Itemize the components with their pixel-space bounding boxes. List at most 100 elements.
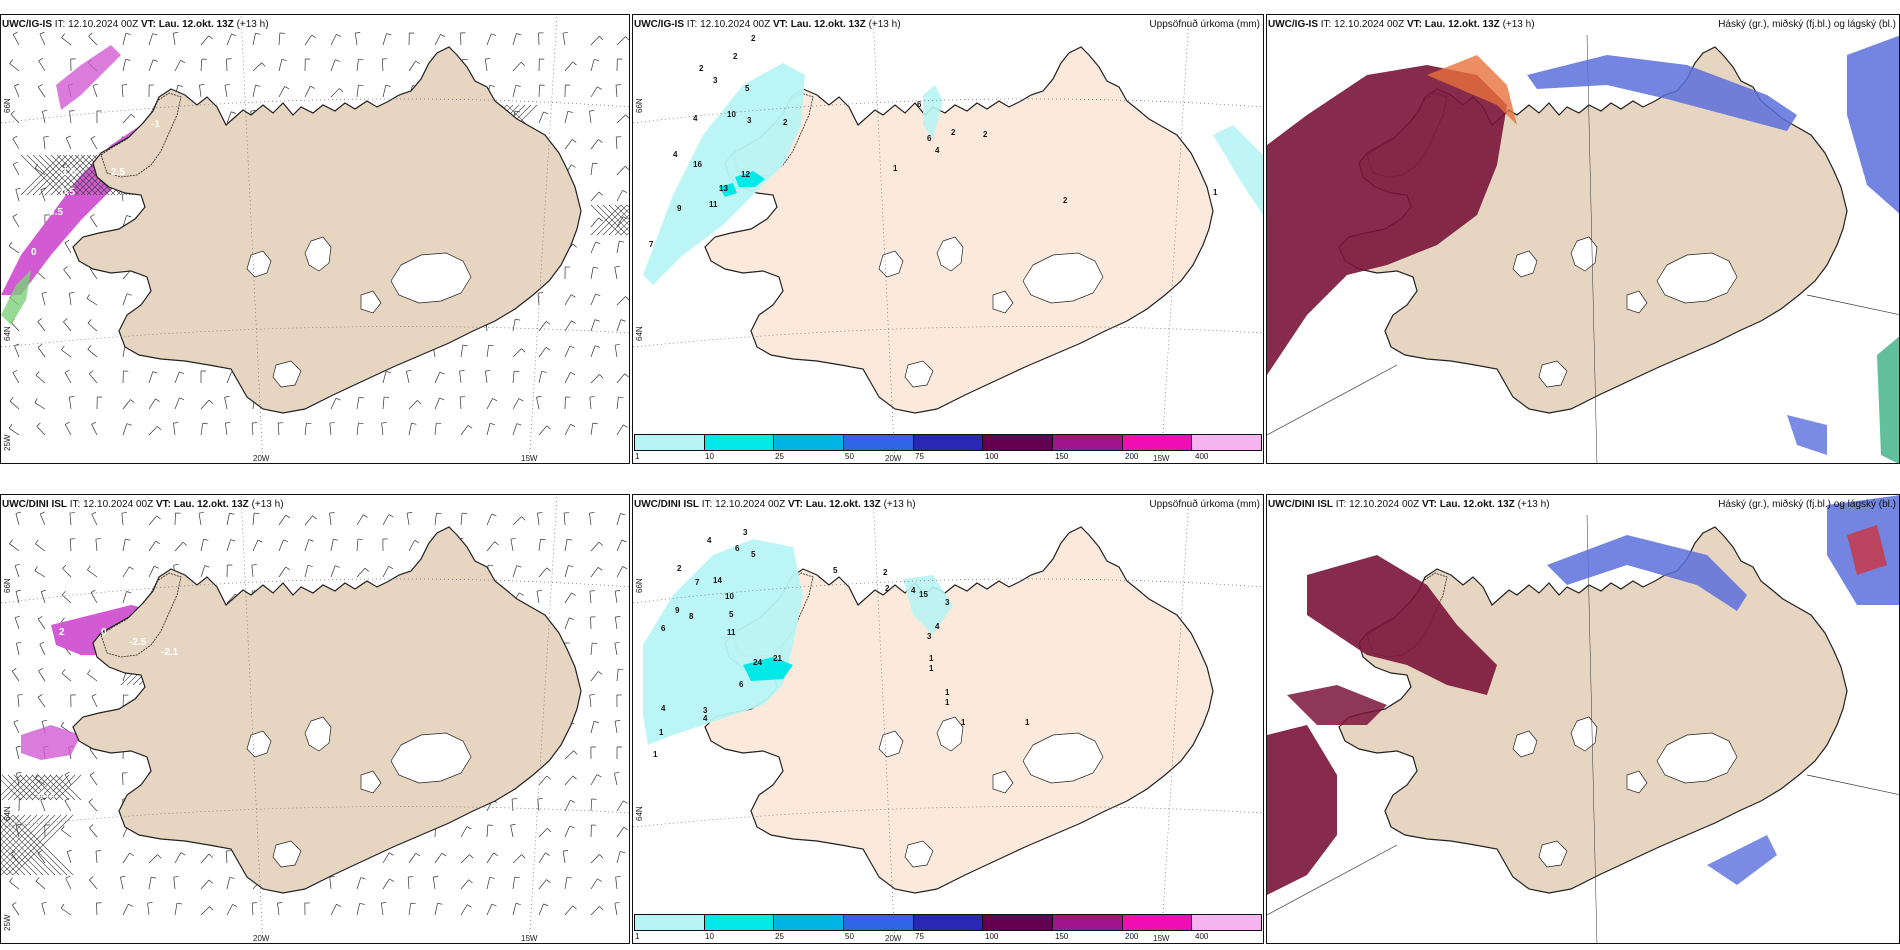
- wind-barb-flag: [177, 85, 183, 87]
- wind-barb-flag: [335, 397, 341, 401]
- wind-barb-flag: [35, 371, 40, 376]
- wind-barb-flag: [64, 239, 70, 243]
- precip-area: [903, 575, 953, 635]
- wind-barb: [89, 879, 98, 890]
- glacier-area: [1656, 252, 1738, 304]
- wind-barb-flag: [67, 849, 72, 852]
- wind-barb-flag: [65, 875, 71, 879]
- wind-barb: [590, 293, 596, 306]
- precip-value-label: 3: [945, 598, 950, 607]
- wind-barb-flag: [88, 798, 93, 803]
- wind-barb-flag: [510, 823, 516, 826]
- wind-barb-flag: [358, 58, 364, 61]
- wind-barb: [41, 903, 46, 916]
- wind-barb-flag: [515, 318, 521, 321]
- colorbar-tick-label: 25: [775, 932, 784, 941]
- wind-barb-flag: [571, 592, 576, 596]
- hatch-line: [26, 154, 68, 196]
- wind-barb-flag: [87, 565, 91, 571]
- wind-barb-flag: [14, 563, 20, 566]
- wind-barb-flag: [545, 852, 550, 856]
- wind-barb: [486, 825, 489, 838]
- wind-barb: [200, 59, 203, 72]
- wind-barb-flag: [89, 876, 94, 880]
- wind-barb-flag: [63, 266, 68, 270]
- wind-barb: [38, 60, 46, 72]
- wind-barb: [382, 371, 387, 384]
- colorbar: [634, 914, 1262, 931]
- wind-barb: [200, 399, 210, 410]
- wind-barb-flag: [182, 541, 188, 546]
- wind-barb: [9, 400, 20, 410]
- mid-cloud-area: [1847, 35, 1899, 214]
- wind-barb-flag: [61, 617, 65, 622]
- wind-barb: [10, 321, 20, 332]
- wind-barb: [356, 567, 366, 578]
- wind-barb: [615, 877, 618, 890]
- low-cloud-area: [1877, 336, 1899, 463]
- wind-barb-flag: [546, 425, 551, 430]
- wind-barb-flag: [491, 903, 497, 907]
- wind-barb-flag: [64, 797, 70, 801]
- wind-barb-flag: [468, 879, 473, 884]
- panel-title: Uppsöfnuð úrkoma (mm): [1149, 19, 1260, 30]
- wind-barb: [616, 373, 625, 384]
- wind-barb-flag: [13, 719, 19, 723]
- wind-barb-flag: [385, 84, 391, 87]
- wind-barb-flag: [569, 825, 575, 829]
- wind-barb-flag: [514, 110, 520, 113]
- wind-barb: [225, 851, 228, 864]
- wind-barb: [564, 592, 572, 604]
- wind-barb: [121, 85, 124, 98]
- wind-barb-flag: [437, 902, 443, 905]
- wind-barb-flag: [519, 592, 524, 596]
- wind-barb: [226, 539, 231, 552]
- wind-value-label: -1.1: [37, 789, 55, 800]
- wind-barb: [356, 423, 359, 436]
- wind-barb: [226, 593, 236, 604]
- wind-barb: [34, 570, 46, 578]
- panel-header: UWC/DINI ISL IT: 12.10.2024 00Z VT: Lau.…: [634, 499, 916, 510]
- wind-barb: [329, 513, 332, 526]
- wind-barb: [434, 371, 441, 384]
- wind-barb-flag: [614, 771, 620, 774]
- map-panel-top-cloud: UWC/IG-IS IT: 12.10.2024 00Z VT: Lau. 12…: [1266, 14, 1900, 464]
- wind-barb: [69, 539, 72, 552]
- glacier-area: [246, 250, 272, 278]
- precip-value-label: 1: [653, 750, 658, 759]
- wind-barb: [90, 592, 98, 604]
- wind-barb: [614, 721, 618, 734]
- precip-map: 22235410324161213119766224211266N64N25W2…: [633, 15, 1263, 463]
- wind-barb-flag: [467, 904, 472, 908]
- wind-barb-flag: [360, 877, 366, 880]
- wind-barb-flag: [545, 321, 551, 325]
- wind-barb-flag: [126, 591, 132, 594]
- wind-barb: [41, 293, 46, 306]
- precip-value-label: 7: [695, 578, 700, 587]
- precip-value-label: 1: [1025, 718, 1030, 727]
- hatch-line: [13, 774, 40, 801]
- mid-cloud-area: [1547, 535, 1747, 611]
- wind-barb: [330, 88, 340, 98]
- wind-barb: [407, 877, 410, 890]
- wind-barb: [590, 241, 597, 254]
- wind-barb: [537, 513, 540, 526]
- glacier-area: [390, 252, 472, 304]
- precip-value-label: 3: [743, 528, 748, 537]
- wind-barb: [15, 189, 20, 202]
- wind-barb: [225, 423, 228, 436]
- wind-barb: [122, 852, 130, 864]
- wind-barb: [226, 111, 232, 124]
- wind-barb-flag: [546, 879, 551, 883]
- precip-value-label: 1: [929, 654, 934, 663]
- wind-barb-flag: [126, 423, 132, 426]
- wind-barb-flag: [625, 36, 629, 41]
- wind-barb-flag: [462, 344, 468, 347]
- glacier-area: [360, 770, 382, 794]
- wind-barb-flag: [16, 641, 22, 644]
- map-panel-top-wind: UWC/IG-IS IT: 12.10.2024 00Z VT: Lau. 12…: [0, 14, 630, 464]
- wind-barb: [35, 374, 46, 384]
- wind-barb-flag: [64, 771, 70, 775]
- colorbar-tick-label: 1: [635, 452, 640, 461]
- wind-barb-flag: [176, 902, 183, 905]
